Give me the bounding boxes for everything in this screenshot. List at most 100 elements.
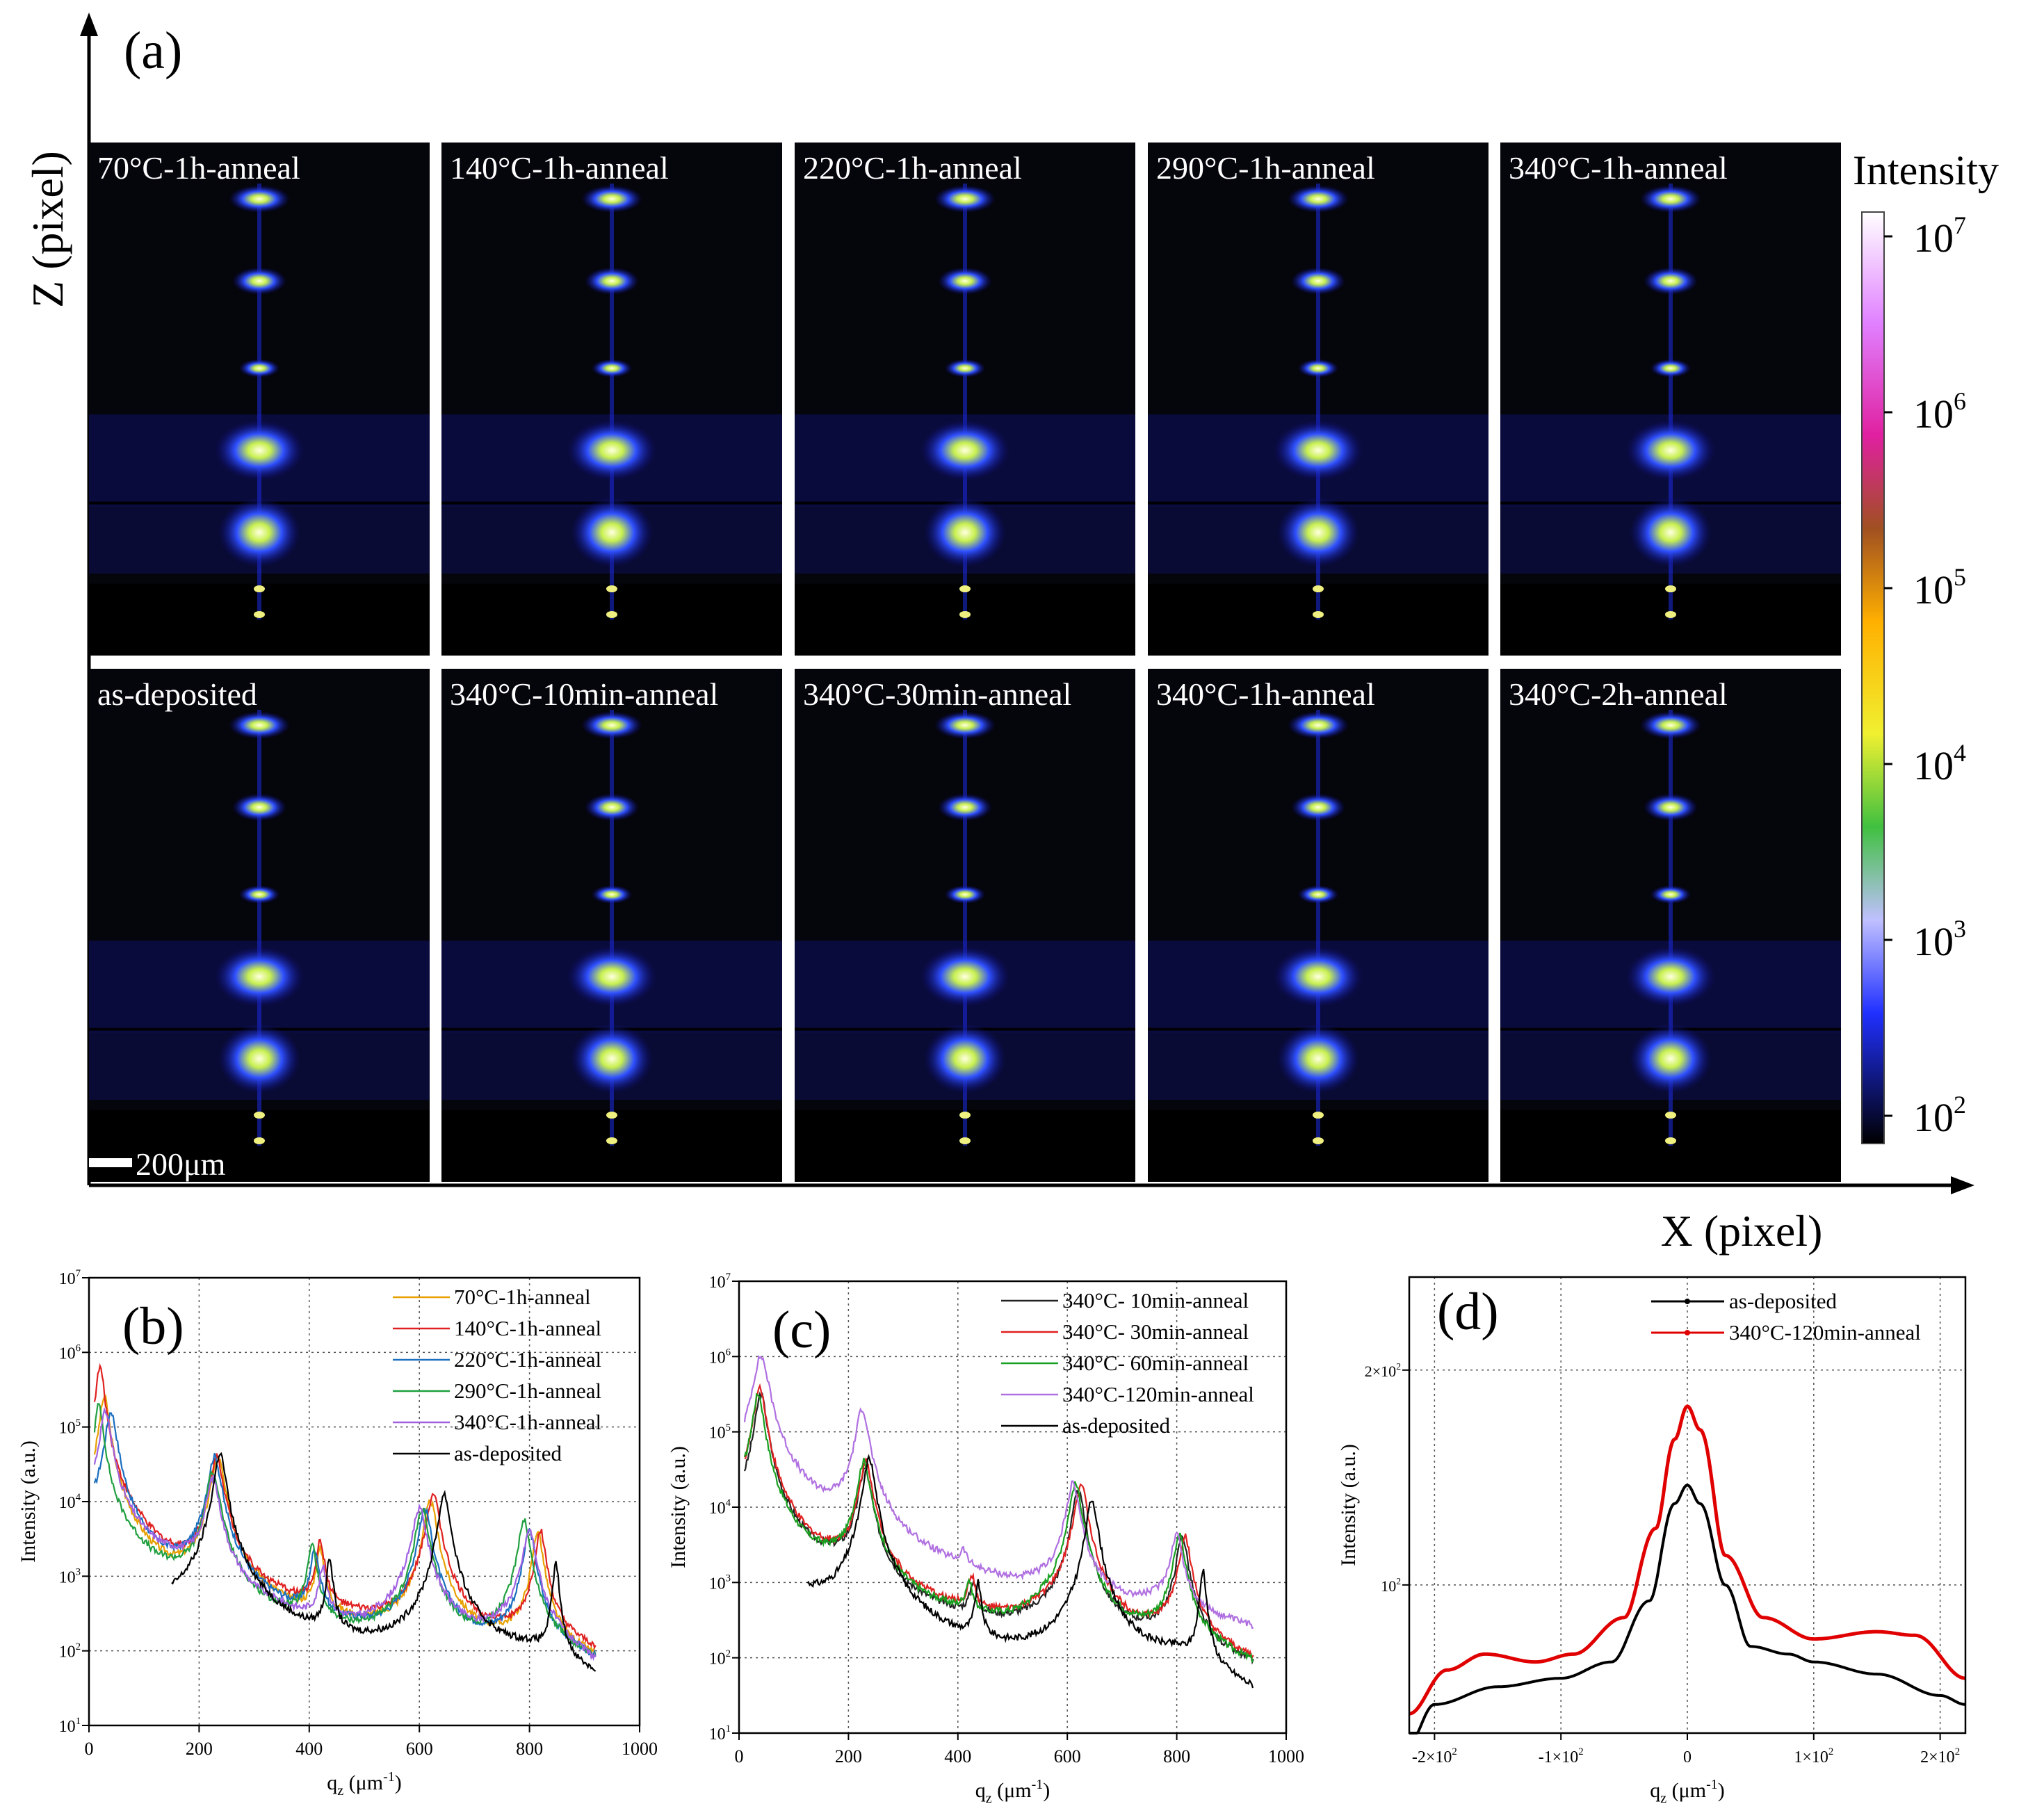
panel-a-label: (a) bbox=[124, 22, 182, 80]
bragg-spot bbox=[937, 793, 993, 822]
bragg-spot bbox=[567, 946, 656, 1007]
y-tick-label-base: 10 bbox=[59, 1270, 76, 1288]
bragg-spot bbox=[1639, 711, 1702, 740]
bragg-spot bbox=[228, 711, 291, 740]
y-tick-label: 106 bbox=[709, 1347, 731, 1367]
bragg-spot bbox=[1630, 498, 1712, 567]
panel-label: (d) bbox=[1437, 1283, 1499, 1341]
top-row-images: 70°C-1h-anneal 140°C-1h-anneal 220°C-1h-an… bbox=[89, 143, 1841, 656]
direct-beam-spot bbox=[1665, 1112, 1676, 1119]
series-line-2 bbox=[93, 1412, 597, 1659]
chart-b: 0 200 400 600 800 1000101102103104105106107qz… bbox=[17, 1268, 658, 1798]
y-tick-label-base: 10 bbox=[59, 1420, 76, 1438]
scale-bar-label: 200μm bbox=[136, 1146, 226, 1182]
colorbar-title: Intensity bbox=[1853, 147, 1999, 193]
bottom-row-tile-1: 340°C-10min-anneal bbox=[441, 669, 782, 1182]
y-tick-label-base: 10 bbox=[709, 1575, 726, 1593]
direct-beam-spot bbox=[959, 1137, 971, 1144]
tile-label: 290°C-1h-anneal bbox=[1156, 150, 1375, 186]
x-tick-label: -1×102 bbox=[1539, 1746, 1584, 1766]
bragg-spot bbox=[924, 498, 1006, 567]
bragg-spot bbox=[1274, 946, 1363, 1007]
x-axis-label: X (pixel) bbox=[1661, 1206, 1823, 1256]
streak bbox=[1316, 710, 1320, 1146]
y-tick-label: 103 bbox=[709, 1573, 731, 1593]
x-tick-label: 1000 bbox=[1268, 1746, 1304, 1766]
bragg-spot bbox=[218, 1024, 300, 1094]
x-axis-label-close: ) bbox=[1043, 1779, 1050, 1802]
x-tick-label: 400 bbox=[944, 1746, 971, 1766]
x-tick-label: 0 bbox=[85, 1739, 94, 1759]
x-axis-label-unit: (μm bbox=[992, 1779, 1032, 1802]
x-tick-label-base: -2×10 bbox=[1412, 1748, 1452, 1766]
bragg-spot bbox=[215, 946, 304, 1007]
x-axis-label: qz (μm-1) bbox=[975, 1777, 1050, 1806]
x-axis-label-sup: -1 bbox=[383, 1769, 395, 1785]
series-line-2 bbox=[743, 1392, 1254, 1663]
bragg-spot bbox=[1297, 885, 1339, 904]
x-tick-label-exp: 2 bbox=[1578, 1746, 1583, 1757]
y-tick-label: 102 bbox=[59, 1641, 81, 1661]
direct-beam-spot bbox=[254, 585, 265, 593]
y-tick-label-base: 10 bbox=[709, 1650, 726, 1668]
panel-label: (b) bbox=[122, 1297, 184, 1356]
legend-label-5: as-deposited bbox=[454, 1441, 562, 1465]
z-axis-label: Z (pixel) bbox=[23, 151, 72, 308]
series-line-1 bbox=[93, 1363, 597, 1650]
colorbar-tick-label-base: 10 bbox=[1913, 391, 1954, 437]
y-tick-label-base: 10 bbox=[59, 1568, 76, 1586]
y-tick-label: 101 bbox=[59, 1716, 81, 1736]
direct-beam-spot bbox=[1313, 610, 1324, 618]
top-row-tile-4: 340°C-1h-anneal bbox=[1500, 143, 1841, 656]
bragg-spot bbox=[920, 420, 1009, 480]
y-axis-label: Intensity (a.u.) bbox=[1337, 1444, 1360, 1566]
y-tick-label-base: 2×10 bbox=[1365, 1363, 1396, 1380]
x-axis-label-sub: z bbox=[337, 1783, 343, 1798]
y-tick-label: 107 bbox=[59, 1268, 81, 1288]
colorbar-tick-label-exp: 7 bbox=[1954, 211, 1966, 239]
x-tick-label-exp: 2 bbox=[1955, 1746, 1960, 1757]
top-row-tile-3: 290°C-1h-anneal bbox=[1148, 143, 1488, 656]
legend-label-3: 340°C-120min-anneal bbox=[1062, 1382, 1254, 1406]
direct-beam-spot bbox=[1313, 585, 1324, 593]
y-tick-label: 103 bbox=[59, 1567, 81, 1587]
direct-beam-spot bbox=[959, 1112, 971, 1119]
y-tick-label-exp: 2 bbox=[1396, 1361, 1401, 1372]
colorbar bbox=[1861, 211, 1885, 1144]
y-tick-label: 104 bbox=[709, 1497, 731, 1518]
legend-label-1: 140°C-1h-anneal bbox=[454, 1316, 601, 1340]
bragg-spot bbox=[218, 498, 300, 567]
x-tick-label-exp: 2 bbox=[1452, 1746, 1457, 1757]
top-row-tile-0: 70°C-1h-anneal bbox=[89, 143, 430, 656]
x-tick-label-base: -1×10 bbox=[1539, 1748, 1579, 1766]
bragg-spot bbox=[232, 267, 287, 295]
colorbar-tick-label: 104 bbox=[1913, 739, 1966, 788]
bragg-spot bbox=[934, 711, 996, 740]
streak bbox=[963, 184, 967, 620]
x-axis-label: qz (μm-1) bbox=[327, 1769, 401, 1798]
bragg-spot bbox=[591, 359, 633, 378]
direct-beam-spot bbox=[1313, 1137, 1324, 1144]
direct-beam-spot bbox=[606, 1137, 617, 1144]
y-tick-label-base: 10 bbox=[709, 1349, 726, 1367]
streak bbox=[1669, 710, 1673, 1146]
x-axis-label-sub: z bbox=[986, 1791, 992, 1806]
direct-beam-spot bbox=[1665, 610, 1676, 618]
y-tick-label-exp: 7 bbox=[726, 1271, 731, 1283]
x-tick-label: 800 bbox=[516, 1739, 543, 1759]
y-tick-label: 105 bbox=[709, 1422, 731, 1443]
y-tick-label-base: 10 bbox=[1381, 1577, 1396, 1595]
bragg-spot bbox=[1643, 267, 1698, 295]
x-axis-label-sub: z bbox=[1660, 1791, 1666, 1806]
legend-label-3: 290°C-1h-anneal bbox=[454, 1379, 601, 1403]
bragg-spot bbox=[1626, 946, 1715, 1007]
series-line-1 bbox=[1409, 1404, 1966, 1716]
series-line-1 bbox=[744, 1383, 1254, 1659]
x-axis-label-sup: -1 bbox=[1032, 1777, 1044, 1792]
direct-beam-spot bbox=[1313, 1112, 1324, 1119]
x-tick-label: 200 bbox=[186, 1739, 213, 1759]
y-axis-label: Intensity (a.u.) bbox=[17, 1440, 40, 1563]
tile-label: 340°C-10min-anneal bbox=[450, 676, 718, 712]
